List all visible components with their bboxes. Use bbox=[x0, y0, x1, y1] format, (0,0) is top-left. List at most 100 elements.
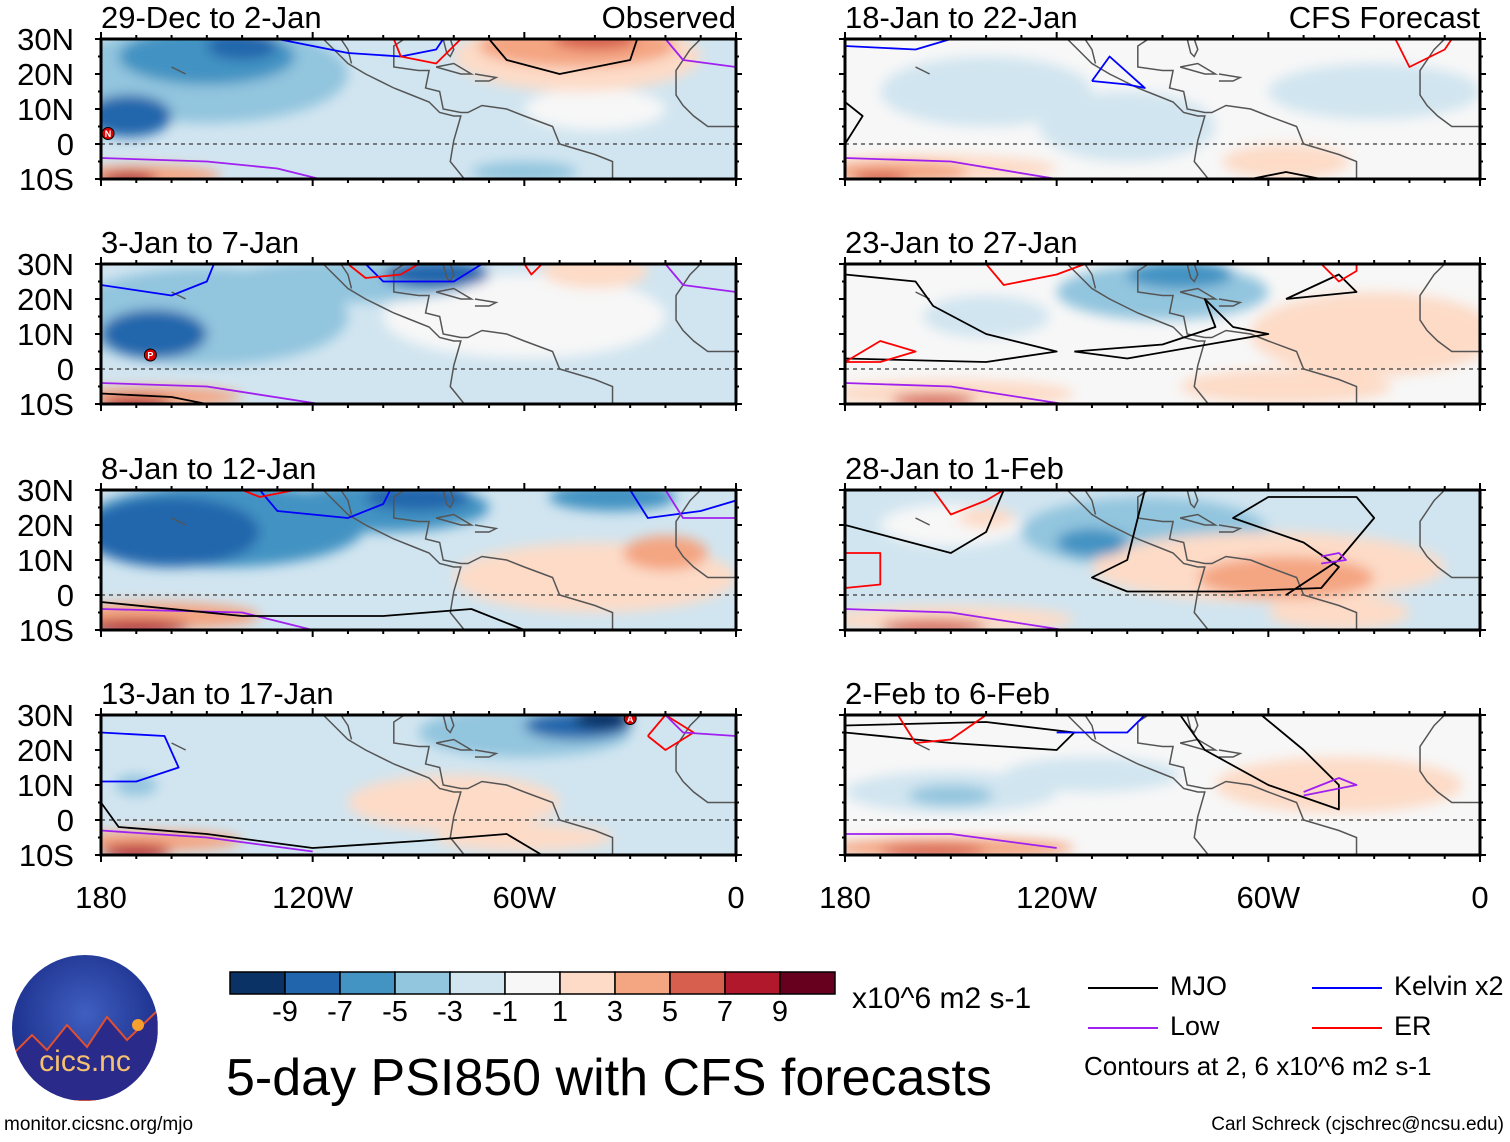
coastline bbox=[1218, 524, 1243, 533]
coastline bbox=[1186, 715, 1199, 734]
lat-label: 10N bbox=[17, 768, 74, 803]
coastline bbox=[1066, 264, 1209, 404]
panel-title: 23-Jan to 27-Jan bbox=[845, 225, 1078, 260]
lat-label: 0 bbox=[56, 127, 74, 162]
anomaly-region bbox=[115, 774, 158, 796]
coastline bbox=[340, 264, 353, 289]
lat-label: 30N bbox=[17, 698, 74, 733]
colorbar-tick-label: 3 bbox=[606, 996, 624, 1028]
wave-contour bbox=[1321, 552, 1347, 565]
coastline bbox=[393, 264, 614, 404]
coastline bbox=[1218, 73, 1243, 82]
wave-contour bbox=[241, 490, 296, 498]
anomaly-region bbox=[957, 507, 1015, 529]
storm-marker-icon: P bbox=[143, 348, 157, 362]
colorbar-swatch bbox=[394, 971, 451, 995]
coastline bbox=[1084, 264, 1097, 289]
colorbar-swatch bbox=[504, 971, 561, 995]
colorbar-tick-label: -9 bbox=[272, 996, 298, 1028]
wave-contour bbox=[1320, 264, 1358, 283]
panel-title: 2-Feb to 6-Feb bbox=[845, 676, 1051, 711]
wave-contour bbox=[101, 731, 180, 783]
storm-marker-icon: A bbox=[623, 715, 637, 725]
anomaly-region bbox=[623, 535, 708, 571]
wave-contour bbox=[845, 101, 864, 145]
anomaly-region bbox=[890, 393, 976, 404]
lat-label: 20N bbox=[17, 733, 74, 768]
coastline bbox=[675, 264, 736, 353]
wave-contour bbox=[1250, 171, 1322, 179]
wave-contour bbox=[1091, 490, 1376, 596]
wave-contour bbox=[101, 264, 215, 297]
wave-contour bbox=[664, 490, 736, 519]
lat-label: 20N bbox=[17, 282, 74, 317]
anomaly-region bbox=[1250, 292, 1480, 376]
wave-contour bbox=[1179, 715, 1340, 811]
map-panel: P bbox=[95, 257, 742, 411]
wave-contour bbox=[1303, 777, 1358, 797]
lat-label: 30N bbox=[17, 473, 74, 508]
coastline bbox=[474, 298, 499, 307]
colorbar-tick-label: -7 bbox=[327, 996, 353, 1028]
coastline bbox=[915, 517, 930, 526]
panel-title: 13-Jan to 17-Jan bbox=[101, 676, 334, 711]
panel-title: 8-Jan to 12-Jan bbox=[101, 451, 317, 486]
anomaly-region bbox=[573, 715, 631, 729]
wave-contour bbox=[101, 801, 543, 855]
coastline bbox=[442, 490, 455, 509]
wave-contour bbox=[392, 39, 462, 65]
colorbar-tick-label: 9 bbox=[771, 996, 789, 1028]
lon-label: 120W bbox=[1016, 880, 1098, 915]
map-panel bbox=[95, 483, 742, 637]
lon-label: 0 bbox=[1471, 880, 1489, 915]
coastline bbox=[474, 749, 499, 758]
lat-label: 0 bbox=[56, 578, 74, 613]
lat-label: 30N bbox=[17, 22, 74, 57]
lon-label: 120W bbox=[272, 880, 354, 915]
anomaly-region bbox=[383, 274, 666, 359]
colorbar-swatch bbox=[614, 971, 671, 995]
anomaly-region bbox=[880, 844, 987, 855]
coastline bbox=[1419, 39, 1480, 128]
coastline bbox=[340, 715, 353, 740]
colorbar-tick-label: -1 bbox=[492, 996, 518, 1028]
coastline bbox=[322, 264, 465, 404]
wave-contour bbox=[845, 490, 1005, 554]
wave-contour bbox=[845, 39, 952, 51]
wave-contour bbox=[985, 264, 1086, 286]
wave-contour bbox=[1056, 715, 1146, 734]
colorbar-tick-label: 1 bbox=[551, 996, 569, 1028]
wave-contour bbox=[101, 608, 313, 630]
coastline bbox=[393, 715, 614, 855]
colorbar-swatch bbox=[284, 971, 341, 995]
coastline bbox=[1179, 287, 1219, 300]
coastline bbox=[171, 517, 186, 526]
lon-label: 180 bbox=[75, 880, 127, 915]
anomaly-region bbox=[347, 774, 560, 831]
wave-contour bbox=[845, 552, 882, 589]
colorbar-swatch bbox=[724, 971, 781, 995]
wave-contour bbox=[897, 715, 987, 744]
map-panel: N bbox=[95, 32, 742, 186]
lat-label: 10N bbox=[17, 543, 74, 578]
lat-label: 20N bbox=[17, 57, 74, 92]
map-panel bbox=[839, 708, 1486, 862]
column-label: Observed bbox=[601, 0, 736, 35]
anomaly-region bbox=[852, 172, 909, 179]
source-url[interactable]: monitor.cicsnc.org/mjo bbox=[4, 1114, 194, 1135]
coastline bbox=[322, 490, 465, 630]
anomaly-region bbox=[101, 95, 172, 137]
anomaly-region bbox=[101, 497, 260, 567]
wave-contour bbox=[101, 392, 208, 404]
lat-label: 10N bbox=[17, 317, 74, 352]
panel-title: 18-Jan to 22-Jan bbox=[845, 0, 1078, 35]
anomaly-region bbox=[524, 88, 666, 130]
lon-label: 0 bbox=[727, 880, 745, 915]
lat-label: 10S bbox=[18, 838, 74, 873]
coastline bbox=[474, 524, 499, 533]
coastline bbox=[1218, 298, 1243, 307]
coastline bbox=[171, 66, 186, 75]
contour-note: Contours at 2, 6 x10^6 m2 s-1 bbox=[1084, 1051, 1432, 1081]
coastline bbox=[322, 715, 465, 855]
